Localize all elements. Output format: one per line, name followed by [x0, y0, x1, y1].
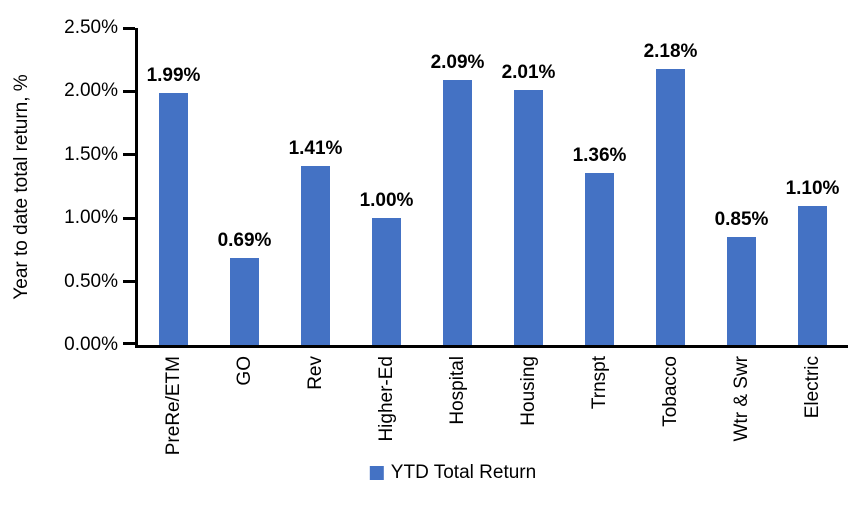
bar-value-label: 2.01% [501, 62, 556, 84]
bar-group: 1.36% [564, 145, 635, 345]
x-label-cell: Trnspt [564, 356, 635, 455]
x-label-cell: Electric [777, 356, 848, 455]
x-category-label: PreRe/ETM [162, 356, 184, 456]
bar [159, 92, 188, 345]
x-category-label: Tobacco [659, 356, 681, 427]
x-label-cell: GO [209, 356, 280, 455]
x-label-cell: Tobacco [635, 356, 706, 455]
bar-value-label: 1.99% [146, 64, 201, 86]
bar-group: 2.18% [635, 41, 706, 345]
bar-group: 1.41% [280, 138, 351, 345]
x-label-cell: Rev [280, 356, 351, 455]
bar-group: 1.99% [138, 65, 209, 345]
bar [585, 172, 614, 345]
bar-value-label: 0.69% [217, 229, 272, 251]
y-tick-mark [123, 280, 135, 284]
x-category-label: Housing [517, 356, 539, 426]
x-label-cell: Wtr & Swr [706, 356, 777, 455]
bar [230, 257, 259, 345]
x-category-label: Higher-Ed [375, 356, 397, 442]
bar-group: 0.85% [706, 209, 777, 345]
y-tick-mark [123, 216, 135, 220]
y-tick-mark [123, 342, 135, 345]
y-tick-label: 0.00% [64, 334, 118, 355]
y-tick-mark [123, 153, 135, 157]
y-tick-label: 0.50% [64, 270, 118, 292]
bar-value-label: 0.85% [714, 209, 769, 231]
bar-value-label: 1.10% [785, 177, 840, 199]
y-axis-title: Year to date total return, % [11, 74, 32, 300]
bar [301, 166, 330, 345]
bar [514, 90, 543, 345]
bar-value-label: 1.41% [288, 138, 343, 160]
bar-group: 2.01% [493, 62, 564, 345]
bar [372, 218, 401, 345]
y-tick-label: 2.50% [64, 17, 118, 38]
x-label-cell: Hospital [422, 356, 493, 455]
bar [443, 80, 472, 345]
x-category-label: Rev [304, 356, 326, 390]
bars-container: 1.99% 0.69% 1.41% 1.00% 2.09% 2.01% 1.36% 2.18%… [138, 28, 848, 345]
bar-group: 1.00% [351, 190, 422, 345]
y-tick-label: 1.50% [64, 143, 118, 165]
x-category-label: Wtr & Swr [730, 356, 752, 442]
y-tick-label: 2.00% [64, 80, 118, 102]
bar-group: 0.69% [209, 230, 280, 345]
bar-value-label: 2.18% [643, 40, 698, 62]
y-axis-ticks: 2.50% 2.00% 1.50% 1.00% 0.50% 0.00% [64, 17, 848, 355]
bar-value-label: 2.09% [430, 52, 485, 73]
x-label-cell: Housing [493, 356, 564, 455]
x-category-label: Trnspt [588, 356, 610, 410]
bar-value-label: 1.36% [572, 144, 627, 166]
x-label-cell: PreRe/ETM [138, 356, 209, 455]
y-tick-mark [123, 26, 135, 30]
bar [727, 237, 756, 345]
bar [798, 205, 827, 345]
x-category-label: GO [233, 356, 255, 386]
x-label-cell: Higher-Ed [351, 356, 422, 455]
y-tick-label: 1.00% [64, 207, 118, 229]
legend-swatch-icon [369, 465, 384, 480]
y-tick-mark [123, 89, 135, 93]
x-category-label: Hospital [446, 356, 468, 425]
x-axis-labels: PreRe/ETM GO Rev Higher-Ed Hospital Housing Tr… [138, 356, 848, 455]
legend: YTD Total Return [369, 461, 537, 484]
legend-label: YTD Total Return [390, 462, 537, 483]
bar-group: 2.09% [422, 52, 493, 345]
bar-group: 1.10% [777, 178, 848, 345]
x-category-label: Electric [801, 356, 823, 419]
bar [656, 68, 685, 345]
bar-value-label: 1.00% [359, 190, 414, 212]
plot-area: 2.50% 2.00% 1.50% 1.00% 0.50% 0.00% 1.99% 0.69… [64, 17, 848, 355]
